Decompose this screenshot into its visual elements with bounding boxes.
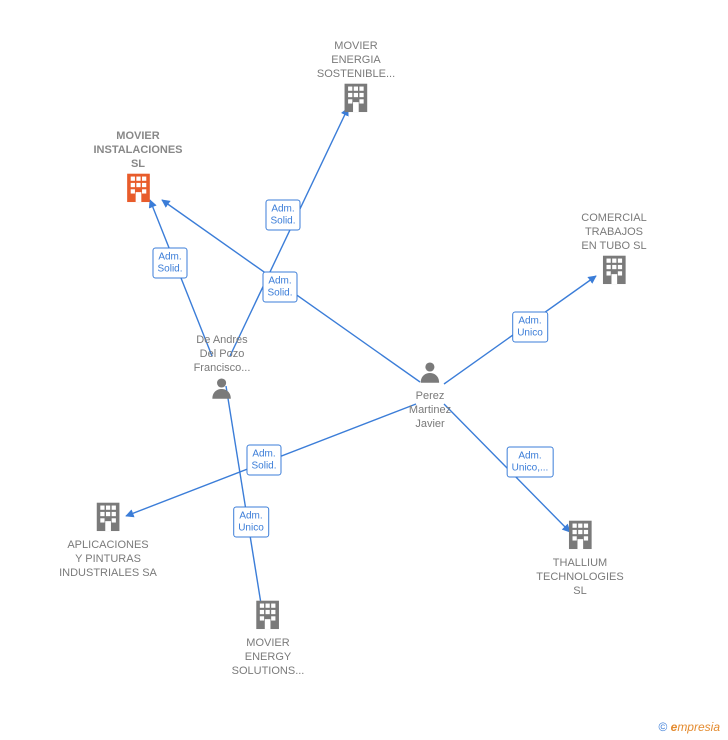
- node-perez_javier[interactable]: Perez Martinez Javier: [409, 359, 451, 431]
- node-thallium[interactable]: THALLIUM TECHNOLOGIES SL: [536, 518, 623, 598]
- footer-attribution: © empresia: [658, 720, 720, 734]
- node-label: COMERCIAL TRABAJOS EN TUBO SL: [581, 212, 646, 253]
- building-icon: [91, 500, 125, 534]
- node-movier_energia[interactable]: MOVIER ENERGIA SOSTENIBLE...: [317, 40, 395, 120]
- person-icon: [417, 359, 443, 385]
- building-icon: [597, 253, 631, 287]
- building-icon: [251, 598, 285, 632]
- edge-label: Adm. Solid.: [262, 272, 297, 303]
- edge-line: [230, 108, 348, 356]
- node-label: MOVIER ENERGIA SOSTENIBLE...: [317, 40, 395, 81]
- node-de_andres[interactable]: De Andres Del Pozo Francisco...: [194, 334, 251, 406]
- edge-label: Adm. Solid.: [152, 248, 187, 279]
- copyright-symbol: ©: [658, 720, 667, 734]
- building-icon: [563, 518, 597, 552]
- node-aplicaciones_pinturas[interactable]: APLICACIONES Y PINTURAS INDUSTRIALES SA: [59, 500, 157, 580]
- node-label: Perez Martinez Javier: [409, 390, 451, 431]
- node-label: APLICACIONES Y PINTURAS INDUSTRIALES SA: [59, 539, 157, 580]
- building-icon: [121, 171, 155, 205]
- edge-label: Adm. Solid.: [246, 445, 281, 476]
- node-comercial_trabajos[interactable]: COMERCIAL TRABAJOS EN TUBO SL: [581, 212, 646, 292]
- node-label: THALLIUM TECHNOLOGIES SL: [536, 557, 623, 598]
- edge-line: [226, 386, 262, 610]
- node-label: MOVIER ENERGY SOLUTIONS...: [232, 637, 305, 678]
- node-movier_instalaciones[interactable]: MOVIER INSTALACIONES SL: [93, 130, 182, 210]
- brand-logo: empresia: [671, 720, 720, 734]
- edge-label: Adm. Unico,...: [507, 447, 554, 478]
- node-label: De Andres Del Pozo Francisco...: [194, 334, 251, 375]
- edge-label: Adm. Solid.: [265, 200, 300, 231]
- node-label: MOVIER INSTALACIONES SL: [93, 130, 182, 171]
- network-diagram: MOVIER INSTALACIONES SL MOVIER ENERGIA S…: [0, 0, 728, 740]
- building-icon: [339, 81, 373, 115]
- node-movier_energy_solutions[interactable]: MOVIER ENERGY SOLUTIONS...: [232, 598, 305, 678]
- edge-label: Adm. Unico: [512, 312, 548, 343]
- person-icon: [209, 375, 235, 401]
- edge-label: Adm. Unico: [233, 507, 269, 538]
